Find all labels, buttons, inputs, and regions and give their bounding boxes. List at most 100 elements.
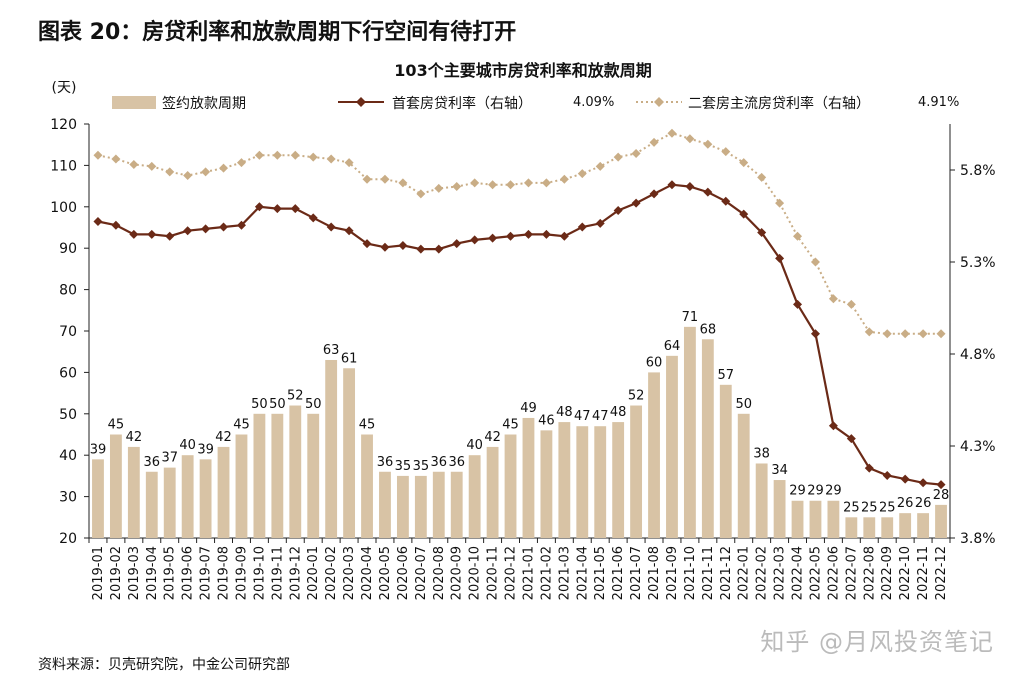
second-home-rate-point xyxy=(308,152,318,162)
x-axis-tick-label: 2021-02 xyxy=(539,546,554,600)
second-home-rate-point xyxy=(828,294,838,304)
second-home-rate-point xyxy=(183,171,193,181)
bar-value-label: 25 xyxy=(879,500,896,515)
second-home-rate-point xyxy=(936,329,946,339)
first-home-rate-point xyxy=(810,329,820,339)
bar xyxy=(396,475,409,538)
second-home-rate-point xyxy=(667,128,677,138)
x-axis-tick-label: 2020-01 xyxy=(306,546,321,600)
first-home-rate-point xyxy=(362,239,372,249)
bar xyxy=(612,422,625,538)
first-home-rate-point xyxy=(577,222,587,232)
bar xyxy=(145,471,158,538)
bar-value-label: 42 xyxy=(215,430,232,445)
legend-first-label: 首套房贷利率（右轴） xyxy=(392,95,532,112)
bar-value-label: 36 xyxy=(144,455,161,470)
bar-value-label: 36 xyxy=(377,455,394,470)
bar xyxy=(361,434,373,538)
bar-value-label: 48 xyxy=(556,405,573,420)
second-home-rate-point xyxy=(254,150,264,160)
legend-bar-label: 签约放款周期 xyxy=(162,95,246,112)
second-home-rate-point xyxy=(739,158,749,168)
bar xyxy=(773,480,786,538)
x-axis-tick-label: 2022-03 xyxy=(773,546,788,600)
x-axis-tick-label: 2022-10 xyxy=(898,546,913,600)
x-axis-tick-label: 2021-01 xyxy=(521,546,536,600)
bar xyxy=(666,355,678,538)
x-axis-tick-label: 2020-04 xyxy=(360,546,375,600)
second-home-rate-point xyxy=(775,198,785,208)
bar xyxy=(540,430,553,538)
first-home-rate-point xyxy=(201,224,211,234)
left-axis-tick-label: 30 xyxy=(59,490,77,506)
first-home-rate-point xyxy=(793,299,803,309)
left-axis-tick-label: 110 xyxy=(50,158,77,174)
x-axis-tick-label: 2021-03 xyxy=(557,546,572,600)
first-home-rate-point xyxy=(147,229,157,239)
first-home-rate-point xyxy=(936,480,946,490)
first-home-rate-point xyxy=(470,235,480,245)
legend-bar-swatch xyxy=(112,96,156,109)
bar xyxy=(683,326,696,538)
second-home-rate-point xyxy=(165,167,175,177)
bar xyxy=(92,459,104,538)
first-home-rate-point xyxy=(828,421,838,431)
bar xyxy=(343,368,356,538)
first-home-rate-point xyxy=(506,231,516,241)
source-note: 资料来源：贝壳研究院，中金公司研究部 xyxy=(38,657,290,673)
first-home-rate-point xyxy=(183,226,193,236)
x-axis-tick-label: 2019-11 xyxy=(270,546,285,600)
bar xyxy=(809,500,822,538)
bar-value-label: 46 xyxy=(538,413,555,428)
bar xyxy=(719,384,732,538)
first-home-rate-point xyxy=(846,434,856,444)
bar xyxy=(414,475,427,538)
x-axis-tick-label: 2019-12 xyxy=(288,546,303,600)
bar-value-label: 40 xyxy=(466,438,483,453)
x-axis-tick-label: 2020-08 xyxy=(432,546,447,600)
first-home-rate-point xyxy=(416,244,426,254)
bar-value-label: 37 xyxy=(161,451,178,466)
second-home-rate-point xyxy=(523,178,533,188)
x-axis-tick-label: 2020-06 xyxy=(396,546,411,600)
left-axis-tick-label: 70 xyxy=(59,324,77,340)
first-home-rate-point xyxy=(398,240,408,250)
bar-value-label: 35 xyxy=(413,459,430,474)
bar xyxy=(594,426,607,538)
x-axis-tick-label: 2020-02 xyxy=(324,546,339,600)
bar-value-label: 57 xyxy=(718,368,735,383)
left-axis-tick-label: 50 xyxy=(59,407,77,423)
second-home-rate-point xyxy=(362,174,372,184)
bar-value-label: 29 xyxy=(807,484,824,499)
first-home-rate-point xyxy=(757,228,767,238)
left-axis-tick-label: 40 xyxy=(59,448,77,464)
right-axis-tick-label: 4.3% xyxy=(960,439,996,455)
bar-value-label: 61 xyxy=(341,351,358,366)
bar-value-label: 42 xyxy=(126,430,143,445)
bar-value-label: 39 xyxy=(197,442,214,457)
right-axis-tick-label: 5.3% xyxy=(960,255,996,271)
left-axis-tick-label: 20 xyxy=(59,531,77,547)
first-home-rate-point xyxy=(900,474,910,484)
bar-value-label: 35 xyxy=(395,459,412,474)
first-home-rate-point xyxy=(326,222,336,232)
x-axis-tick-label: 2021-10 xyxy=(683,546,698,600)
first-home-rate-point xyxy=(595,218,605,228)
x-axis-tick-label: 2022-09 xyxy=(880,546,895,600)
bar-value-label: 45 xyxy=(233,418,250,433)
first-home-rate-point xyxy=(882,470,892,480)
bar-value-label: 25 xyxy=(861,500,878,515)
first-home-rate-point xyxy=(667,180,677,190)
bar-value-label: 63 xyxy=(323,343,340,358)
bar xyxy=(701,339,714,538)
second-home-rate-point xyxy=(649,137,659,147)
x-axis-tick-label: 2020-11 xyxy=(486,546,501,600)
bar xyxy=(217,446,230,538)
x-axis-tick-label: 2019-09 xyxy=(234,546,249,600)
left-axis-tick-label: 80 xyxy=(59,283,77,299)
bar xyxy=(486,446,499,538)
first-home-rate-point xyxy=(559,231,569,241)
second-home-rate-point xyxy=(344,158,354,168)
x-axis-tick-label: 2021-09 xyxy=(665,546,680,600)
